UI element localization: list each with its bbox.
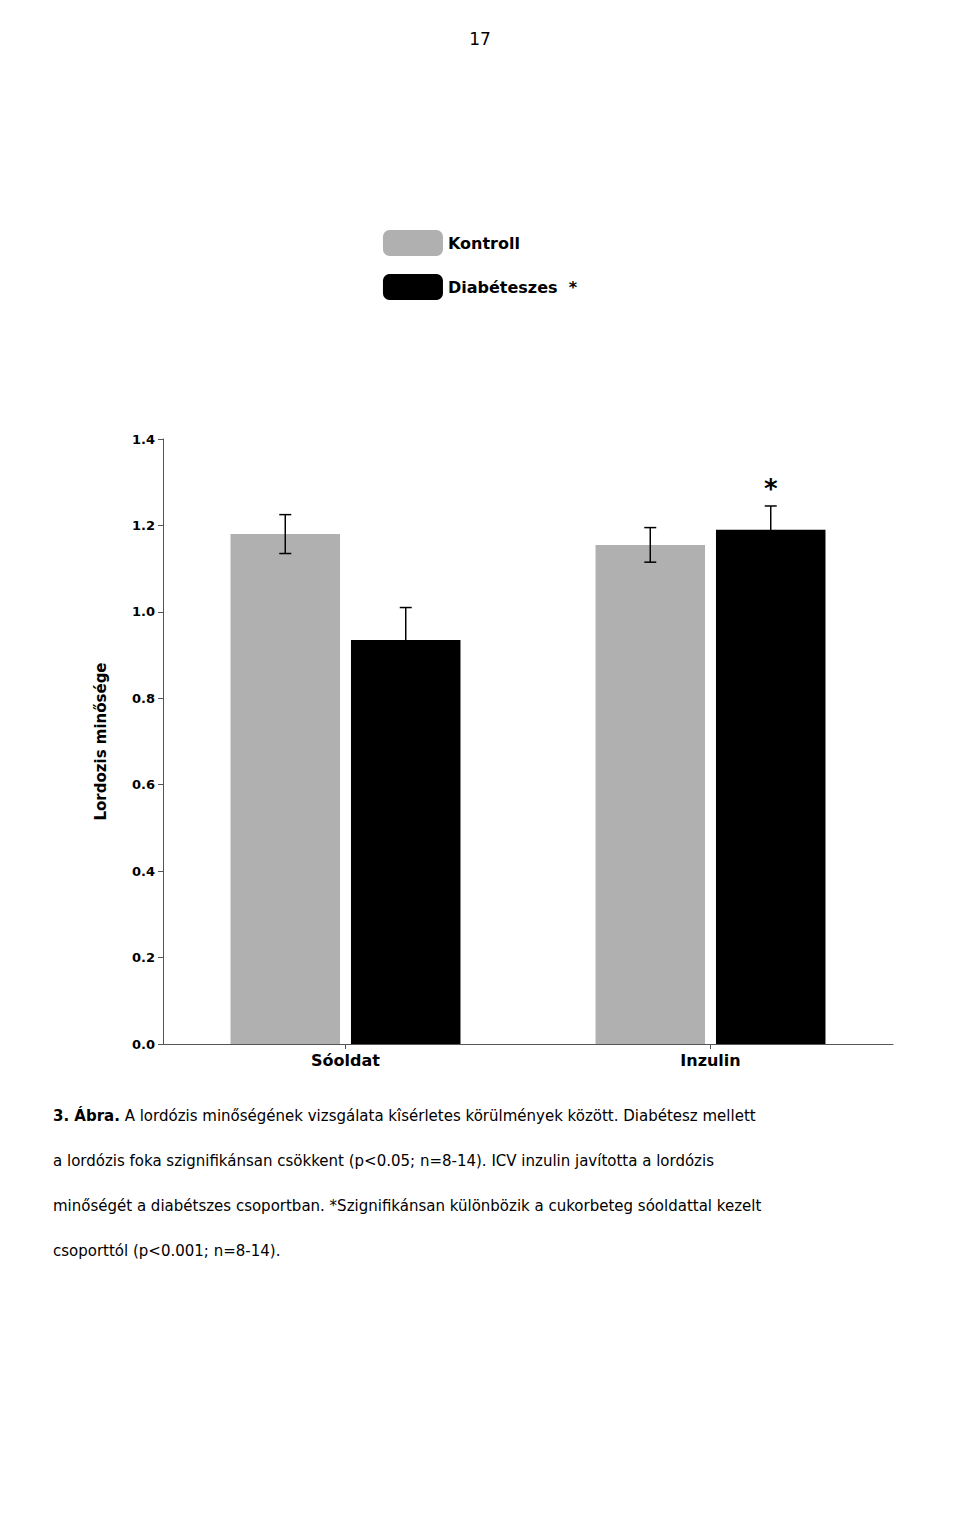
svg-text:1.4: 1.4 (132, 432, 155, 447)
svg-text:0.4: 0.4 (132, 864, 155, 879)
svg-text:0.8: 0.8 (132, 691, 155, 706)
svg-text:*: * (764, 474, 778, 504)
svg-text:Lordozis minősége: Lordozis minősége (92, 662, 110, 820)
svg-text:0.6: 0.6 (132, 777, 155, 792)
svg-text:Sóoldat: Sóoldat (311, 1051, 380, 1070)
svg-text:0.2: 0.2 (132, 950, 155, 965)
svg-text:1.2: 1.2 (132, 518, 155, 533)
svg-text:Inzulin: Inzulin (680, 1051, 740, 1070)
svg-text:a lordózis foka szignifikánsan: a lordózis foka szignifikánsan csökkent … (53, 1152, 714, 1170)
svg-text:minőségét a diabétszes csoport: minőségét a diabétszes csoportban. *Szig… (53, 1197, 761, 1215)
svg-text:Kontroll: Kontroll (448, 234, 520, 253)
svg-text:3. Ábra.: 3. Ábra. (53, 1106, 120, 1125)
svg-text:csoporttól (p<0.001; n=8-14).: csoporttól (p<0.001; n=8-14). (53, 1242, 280, 1260)
svg-text:17: 17 (469, 29, 491, 49)
svg-text:0.0: 0.0 (132, 1037, 155, 1052)
svg-text:A lordózis minőségének vizsgál: A lordózis minőségének vizsgálata kîsérl… (120, 1107, 756, 1125)
svg-text:Diabéteszes *: Diabéteszes * (448, 278, 578, 297)
svg-text:1.0: 1.0 (132, 604, 155, 619)
